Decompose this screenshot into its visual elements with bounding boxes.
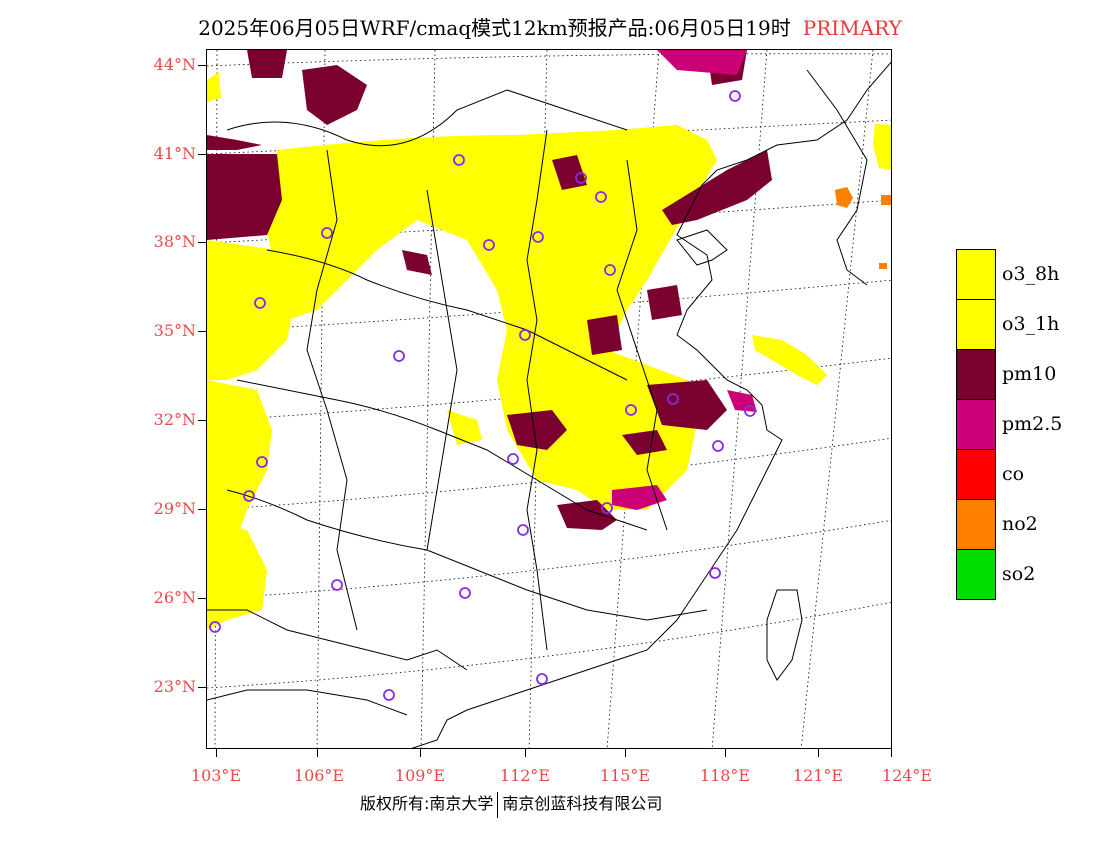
legend-label: pm2.5 [1002, 413, 1063, 435]
lat-tick [198, 242, 206, 243]
lon-label-109: 109°E [394, 766, 446, 785]
pm25-regions [612, 50, 757, 510]
station-marker [709, 567, 721, 579]
station-marker [331, 579, 343, 591]
legend-label: so2 [1002, 563, 1036, 585]
station-marker [604, 264, 616, 276]
footer-left: 版权所有:南京大学 [360, 794, 494, 813]
lat-tick [198, 687, 206, 688]
lon-label-124: 124°E [881, 766, 933, 785]
station-marker [575, 172, 587, 184]
o3-regions [207, 72, 891, 630]
lon-tick [891, 749, 892, 757]
station-marker [254, 297, 266, 309]
station-marker [383, 689, 395, 701]
station-marker [519, 329, 531, 341]
lon-tick [625, 749, 626, 757]
station-markers [209, 90, 756, 701]
station-marker [453, 154, 465, 166]
station-marker [667, 393, 679, 405]
footer-separator [497, 791, 499, 818]
lon-label-106: 106°E [293, 766, 345, 785]
lon-label-121: 121°E [792, 766, 844, 785]
legend-label: pm10 [1002, 363, 1057, 385]
legend-swatch [956, 299, 996, 350]
lat-tick [198, 420, 206, 421]
lat-tick [198, 509, 206, 510]
no2-regions [835, 187, 891, 269]
legend-swatch [956, 249, 996, 300]
lat-tick [198, 65, 206, 66]
station-marker [595, 191, 607, 203]
lon-tick [725, 749, 726, 757]
lon-label-115: 115°E [599, 766, 651, 785]
legend-swatch [956, 449, 996, 500]
lat-label-44: 44°N [153, 55, 196, 74]
map-title: 2025年06月05日WRF/cmaq模式12km预报产品:06月05日19时 P… [0, 12, 1100, 41]
station-marker [209, 621, 221, 633]
legend-label: no2 [1002, 513, 1038, 535]
title-primary-tag: PRIMARY [802, 16, 902, 40]
lon-label-103: 103°E [190, 766, 242, 785]
lon-tick [525, 749, 526, 757]
station-marker [744, 405, 756, 417]
lon-label-112: 112°E [499, 766, 551, 785]
station-marker [601, 502, 613, 514]
station-marker [625, 404, 637, 416]
station-marker [536, 673, 548, 685]
station-marker [712, 440, 724, 452]
lat-tick [198, 331, 206, 332]
lat-label-35: 35°N [153, 321, 196, 340]
station-marker [459, 587, 471, 599]
station-marker [321, 227, 333, 239]
station-marker [507, 453, 519, 465]
lat-label-38: 38°N [153, 232, 196, 251]
station-marker [483, 239, 495, 251]
lon-tick [317, 749, 318, 757]
legend-swatch [956, 549, 996, 600]
station-marker [256, 456, 268, 468]
lat-tick [198, 154, 206, 155]
lat-tick [198, 598, 206, 599]
lat-label-29: 29°N [153, 499, 196, 518]
copyright-footer: 版权所有:南京大学 南京创蓝科技有限公司 [360, 790, 662, 818]
lon-tick [420, 749, 421, 757]
station-marker [243, 490, 255, 502]
lat-label-32: 32°N [153, 410, 196, 429]
legend-swatch [956, 499, 996, 550]
station-marker [393, 350, 405, 362]
station-marker [729, 90, 741, 102]
legend-label: o3_1h [1002, 313, 1060, 335]
legend-swatch [956, 399, 996, 450]
lat-label-41: 41°N [153, 144, 196, 163]
lon-label-118: 118°E [699, 766, 751, 785]
title-main: 2025年06月05日WRF/cmaq模式12km预报产品:06月05日19时 [198, 16, 791, 40]
forecast-map [206, 49, 892, 749]
lat-label-23: 23°N [153, 677, 196, 696]
lon-tick [818, 749, 819, 757]
legend-label: co [1002, 463, 1025, 485]
footer-right: 南京创蓝科技有限公司 [502, 794, 663, 813]
station-marker [532, 231, 544, 243]
legend-label: o3_8h [1002, 263, 1060, 285]
lon-tick [216, 749, 217, 757]
coastline-borders [207, 61, 891, 748]
map-canvas [207, 50, 891, 748]
legend-swatch [956, 349, 996, 400]
lat-label-26: 26°N [153, 588, 196, 607]
station-marker [517, 524, 529, 536]
